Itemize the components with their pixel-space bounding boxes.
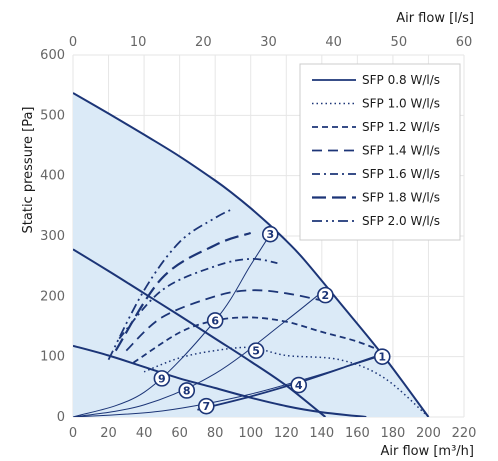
x-tick-label: 120 (274, 426, 299, 441)
fan-curve (73, 92, 430, 417)
y-tick-label: 400 (40, 169, 65, 184)
operating-area-fill (73, 93, 429, 417)
x2-tick-label: 0 (69, 35, 77, 50)
fan-curve (73, 248, 327, 417)
operating-point-marker (261, 225, 279, 243)
legend-label: SFP 1.8 W/l/s (362, 191, 440, 205)
operating-point-label: 4 (295, 379, 303, 392)
legend-box (299, 63, 461, 241)
operating-point-label: 7 (202, 400, 210, 413)
operating-point-label: 6 (211, 314, 219, 327)
system-curve (73, 288, 326, 417)
sfp-curve (132, 316, 388, 364)
operating-point-label: 3 (266, 228, 274, 241)
y-tick-label: 600 (40, 48, 65, 63)
fan-curve (73, 344, 367, 417)
fan-curves (73, 92, 430, 417)
operating-point-marker (197, 397, 215, 415)
sfp-curve (114, 231, 252, 352)
y-tick-label: 300 (40, 229, 65, 244)
operating-point-label: 9 (158, 372, 166, 385)
x-tick-label: 180 (380, 426, 405, 441)
x2-tick-label: 20 (195, 35, 212, 50)
operating-point-marker (290, 376, 308, 394)
x2-tick-label: 40 (325, 35, 342, 50)
legend-label: SFP 2.0 W/l/s (362, 214, 440, 228)
x2-tick-label: 10 (130, 35, 147, 50)
operating-point-marker (317, 286, 334, 304)
operating-points: 1 2 3 4 5 6 78 9 (153, 225, 391, 415)
operating-point-label: 8 (183, 384, 191, 397)
operating-point-label: 2 (322, 289, 330, 302)
x2-tick-label: 30 (260, 35, 277, 50)
legend-label: SFP 0.8 W/l/s (362, 73, 440, 87)
axes: 0 20 40 60 80 100 120 140 160 180 200 2200100200300… (40, 35, 476, 441)
x-tick-label: 60 (171, 426, 188, 441)
x2-tick-label: 50 (391, 35, 408, 50)
x-tick-label: 80 (207, 426, 224, 441)
y-tick-label: 0 (57, 410, 65, 425)
operating-point-marker (153, 370, 171, 387)
x-tick-label: 140 (309, 426, 334, 441)
x-axis-title: Air flow [m³/h] (380, 444, 474, 459)
x2-axis-title: Air flow [l/s] (396, 11, 474, 26)
y-axis-title: Static pressure [Pa] (21, 107, 36, 234)
operating-point-label: 1 (378, 351, 386, 364)
x-tick-label: 200 (416, 426, 441, 441)
y-tick-label: 100 (40, 350, 65, 365)
operating-point-label: 5 (252, 345, 260, 358)
legend-label: SFP 1.2 W/l/s (362, 120, 440, 134)
sfp-curve (118, 257, 278, 340)
operating-point-marker (247, 342, 265, 359)
x-tick-label: 220 (452, 426, 477, 441)
operating-point-marker (206, 312, 224, 329)
x2-tick-label: 60 (456, 35, 473, 50)
sfp-curve (107, 208, 234, 361)
legend-label: SFP 1.4 W/l/s (362, 144, 440, 158)
x-tick-label: 160 (345, 426, 370, 441)
sfp-curve (125, 289, 331, 352)
operating-area (73, 93, 429, 417)
x-tick-label: 100 (238, 426, 263, 441)
legend-label: SFP 1.0 W/l/s (362, 97, 440, 111)
x-tick-label: 0 (69, 426, 77, 441)
sfp-curve (143, 346, 429, 417)
x-tick-label: 20 (100, 426, 117, 441)
legend-label: SFP 1.6 W/l/s (362, 167, 440, 181)
y-tick-label: 200 (40, 289, 65, 304)
legend: SFP 0.8 W/l/s SFP 1.0 W/l/s SFP 1.2 W/l/s S… (312, 73, 440, 228)
x-tick-label: 40 (136, 426, 153, 441)
y-tick-label: 500 (40, 108, 65, 123)
operating-point-marker (373, 348, 391, 365)
operating-point-marker (178, 382, 196, 399)
